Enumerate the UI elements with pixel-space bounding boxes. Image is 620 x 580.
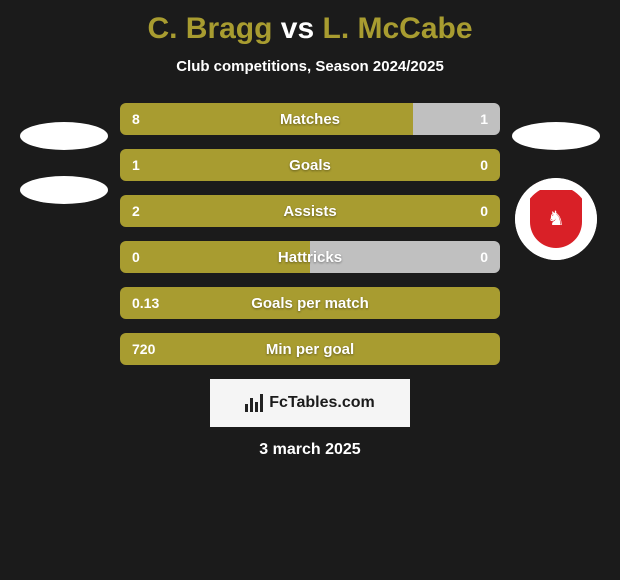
shield-icon: ♞ [530,190,582,248]
stat-value-left: 0.13 [132,287,159,319]
stat-value-left: 2 [132,195,140,227]
stat-value-right: 0 [480,149,488,181]
player2-name: L. McCabe [323,12,473,45]
club-crest-icon: MIDDLESBROUGH ♞ [515,178,597,260]
lion-icon: ♞ [547,209,565,229]
vs-separator: vs [281,12,314,45]
stat-label: Assists [120,195,500,227]
stat-value-left: 1 [132,149,140,181]
stat-row: Min per goal720 [120,333,500,365]
player1-name: C. Bragg [147,12,272,45]
branding-text: FcTables.com [269,394,375,412]
stat-value-left: 0 [132,241,140,273]
stat-label: Goals [120,149,500,181]
stat-value-left: 720 [132,333,155,365]
stat-label: Min per goal [120,333,500,365]
stat-label: Goals per match [120,287,500,319]
stats-list: Matches81Goals10Assists20Hattricks00Goal… [120,103,500,365]
stat-label: Hattricks [120,241,500,273]
club-ellipse-icon [512,122,600,150]
club-ellipse-icon [20,176,108,204]
stat-value-right: 1 [480,103,488,135]
bar-chart-icon [245,394,263,412]
crest-text: MIDDLESBROUGH [515,181,597,187]
club-ellipse-icon [20,122,108,150]
left-club-badges [20,0,108,300]
stat-label: Matches [120,103,500,135]
stat-row: Goals1 0 [120,149,500,181]
date-label: 3 march 2025 [0,441,620,459]
stat-value-left: 8 [132,103,140,135]
stat-row: Goals per match0.13 [120,287,500,319]
stat-row: Assists2 0 [120,195,500,227]
stat-row: Matches8 1 [120,103,500,135]
stat-row: Hattricks0 0 [120,241,500,273]
right-club-badges: MIDDLESBROUGH ♞ [512,0,600,300]
stat-value-right: 0 [480,195,488,227]
stat-value-right: 0 [480,241,488,273]
branding-banner: FcTables.com [210,379,410,427]
